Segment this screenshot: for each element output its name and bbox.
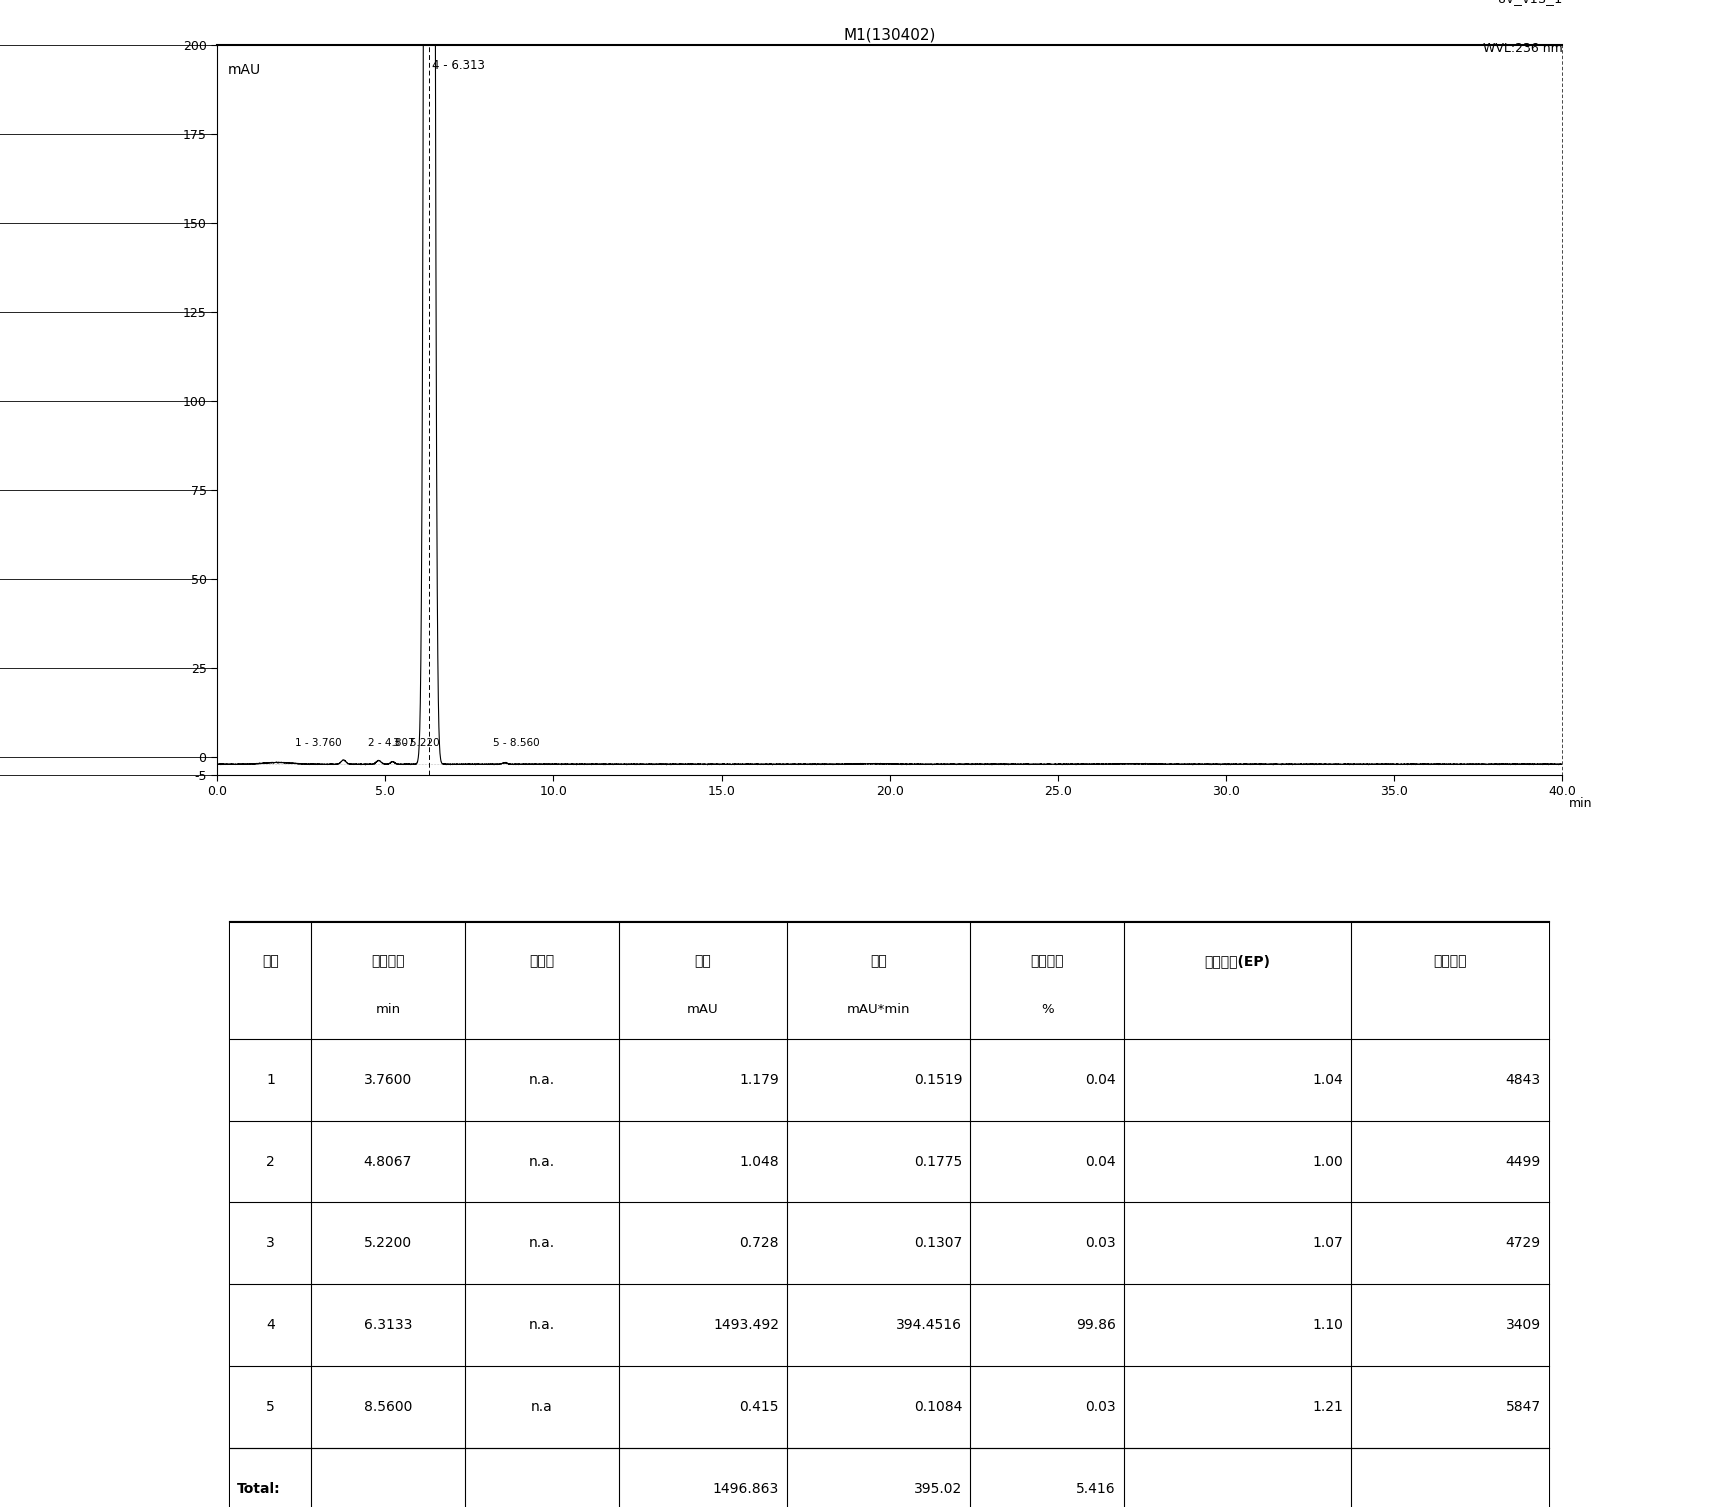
Text: 3409: 3409 xyxy=(1505,1319,1542,1332)
Text: 0.03: 0.03 xyxy=(1085,1400,1116,1414)
Text: 1: 1 xyxy=(266,1073,276,1087)
Bar xyxy=(231,1038,1549,1121)
Bar xyxy=(231,922,1549,1038)
Text: 5: 5 xyxy=(266,1400,274,1414)
Text: 不对称性(EP): 不对称性(EP) xyxy=(1205,954,1271,967)
Bar xyxy=(231,1284,1549,1365)
Bar xyxy=(231,1365,1549,1448)
Text: n.a.: n.a. xyxy=(529,1154,556,1168)
Text: 0.1519: 0.1519 xyxy=(913,1073,962,1087)
Text: 1496.863: 1496.863 xyxy=(713,1481,779,1495)
Text: 1 - 3.760: 1 - 3.760 xyxy=(295,738,342,747)
Text: 3: 3 xyxy=(266,1236,274,1251)
Text: mAU: mAU xyxy=(687,1004,719,1016)
Text: 8.5600: 8.5600 xyxy=(365,1400,411,1414)
Text: n.a: n.a xyxy=(531,1400,552,1414)
Text: 5.2200: 5.2200 xyxy=(365,1236,411,1251)
Text: UV_VIS_1: UV_VIS_1 xyxy=(1498,0,1562,5)
Text: 4: 4 xyxy=(266,1319,274,1332)
Text: 1.048: 1.048 xyxy=(740,1154,779,1168)
Text: 1.179: 1.179 xyxy=(740,1073,779,1087)
Text: 0.415: 0.415 xyxy=(740,1400,779,1414)
Text: 395.02: 395.02 xyxy=(913,1481,962,1495)
Text: 1.00: 1.00 xyxy=(1312,1154,1344,1168)
Bar xyxy=(231,1448,1549,1507)
Text: 4.8067: 4.8067 xyxy=(365,1154,411,1168)
Text: 1.10: 1.10 xyxy=(1312,1319,1344,1332)
Text: 0.728: 0.728 xyxy=(740,1236,779,1251)
Text: 4 - 6.313: 4 - 6.313 xyxy=(432,59,484,72)
Text: 4729: 4729 xyxy=(1505,1236,1542,1251)
Text: 1.21: 1.21 xyxy=(1312,1400,1344,1414)
Bar xyxy=(231,1203,1549,1284)
Text: 0.03: 0.03 xyxy=(1085,1236,1116,1251)
Text: 相对面积: 相对面积 xyxy=(1031,954,1064,967)
Text: 6.3133: 6.3133 xyxy=(365,1319,411,1332)
Text: 2: 2 xyxy=(266,1154,274,1168)
Text: n.a.: n.a. xyxy=(529,1073,556,1087)
Text: n.a.: n.a. xyxy=(529,1319,556,1332)
Text: 理论板数: 理论板数 xyxy=(1434,954,1467,967)
Text: 0.1307: 0.1307 xyxy=(913,1236,962,1251)
Text: 面积: 面积 xyxy=(870,954,887,967)
Text: 5.416: 5.416 xyxy=(1076,1481,1116,1495)
Text: 1.04: 1.04 xyxy=(1312,1073,1344,1087)
Text: 峰高: 峰高 xyxy=(694,954,712,967)
Text: 0.04: 0.04 xyxy=(1085,1154,1116,1168)
Text: n.a.: n.a. xyxy=(529,1236,556,1251)
Text: Total:: Total: xyxy=(238,1481,281,1495)
Text: 峰名称: 峰名称 xyxy=(529,954,554,967)
Text: 0.04: 0.04 xyxy=(1085,1073,1116,1087)
Text: min: min xyxy=(375,1004,401,1016)
Text: 99.86: 99.86 xyxy=(1076,1319,1116,1332)
Text: %: % xyxy=(1042,1004,1054,1016)
Text: 3 - 5.220: 3 - 5.220 xyxy=(392,738,439,747)
Text: WVL:236 nm: WVL:236 nm xyxy=(1483,42,1562,54)
Text: 0.1775: 0.1775 xyxy=(913,1154,962,1168)
Text: 5847: 5847 xyxy=(1505,1400,1542,1414)
Bar xyxy=(231,1121,1549,1203)
Text: 5 - 8.560: 5 - 8.560 xyxy=(493,738,540,747)
Text: 1.07: 1.07 xyxy=(1312,1236,1344,1251)
Text: 4499: 4499 xyxy=(1505,1154,1542,1168)
Text: 1493.492: 1493.492 xyxy=(713,1319,779,1332)
Text: 2 - 4.807: 2 - 4.807 xyxy=(368,738,415,747)
Text: min: min xyxy=(1569,797,1592,809)
Text: 3.7600: 3.7600 xyxy=(365,1073,411,1087)
Text: mAU*min: mAU*min xyxy=(847,1004,910,1016)
Title: M1(130402): M1(130402) xyxy=(844,27,936,42)
Text: 保留时间: 保留时间 xyxy=(372,954,404,967)
Text: 序号: 序号 xyxy=(262,954,279,967)
Text: 4843: 4843 xyxy=(1505,1073,1542,1087)
Text: mAU: mAU xyxy=(227,63,260,77)
Text: 0.1084: 0.1084 xyxy=(913,1400,962,1414)
Text: 394.4516: 394.4516 xyxy=(896,1319,962,1332)
